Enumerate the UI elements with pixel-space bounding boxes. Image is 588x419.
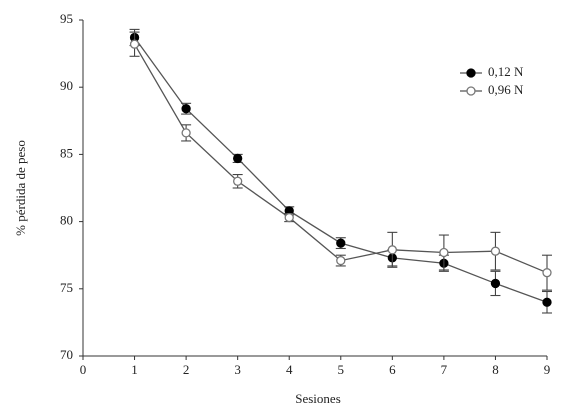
y-tick-label: 75: [60, 280, 73, 295]
y-tick-label: 90: [60, 78, 73, 93]
y-tick-label: 80: [60, 213, 73, 228]
y-tick-label: 70: [60, 347, 73, 362]
x-tick-label: 6: [389, 362, 396, 377]
point: [233, 176, 243, 186]
x-tick-label: 9: [544, 362, 551, 377]
y-tick-label: 95: [60, 11, 73, 26]
x-tick-label: 5: [338, 362, 345, 377]
point: [439, 247, 449, 258]
x-tick-label: 8: [492, 362, 499, 377]
legend-label: 0,96 N: [488, 82, 524, 97]
point: [181, 104, 191, 114]
point: [387, 245, 397, 255]
legend-label: 0,12 N: [488, 64, 524, 79]
x-tick-label: 4: [286, 362, 293, 377]
point: [490, 278, 501, 289]
y-tick-label: 85: [60, 145, 73, 160]
point: [490, 246, 501, 256]
point: [233, 153, 243, 164]
legend-marker: [466, 86, 476, 96]
point: [284, 212, 294, 223]
point: [181, 128, 191, 138]
y-axis-label: % pérdida de peso: [13, 140, 28, 236]
point: [542, 268, 552, 278]
point: [129, 39, 140, 49]
point: [336, 255, 346, 266]
x-tick-label: 0: [80, 362, 87, 377]
x-axis-label: Sesiones: [295, 391, 341, 406]
x-tick-label: 7: [441, 362, 448, 377]
point: [336, 238, 346, 248]
x-tick-label: 1: [131, 362, 138, 377]
x-tick-label: 3: [234, 362, 241, 377]
point: [542, 297, 552, 307]
legend-marker: [466, 68, 476, 78]
x-tick-label: 2: [183, 362, 190, 377]
